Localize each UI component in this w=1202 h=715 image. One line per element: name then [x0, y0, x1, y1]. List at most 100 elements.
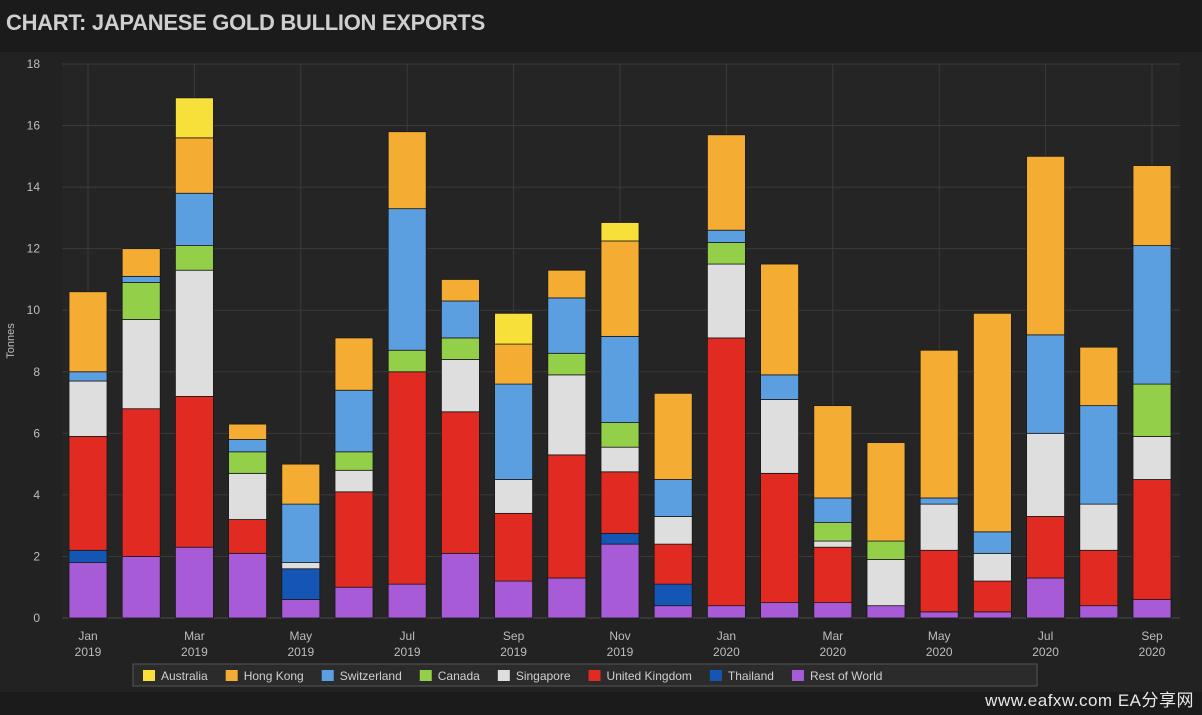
legend-swatch	[588, 670, 601, 681]
bar-segment-canada	[440, 337, 480, 360]
bar-segment-switzerland	[547, 297, 587, 354]
bar-segment-hong-kong	[1079, 346, 1119, 407]
legend-swatch	[225, 670, 238, 681]
x-tick-label-month: Nov	[609, 629, 630, 643]
bar-segment-switzerland	[919, 497, 959, 505]
x-tick-label-year: 2019	[181, 645, 208, 659]
x-tick-label-year: 2019	[500, 645, 527, 659]
bar-segment-switzerland	[600, 335, 640, 423]
bar-segment-singapore	[68, 380, 108, 437]
bar-segment-singapore	[1132, 436, 1172, 480]
bar-segment-hong-kong	[866, 442, 906, 542]
x-tick-label-year: 2020	[1139, 645, 1166, 659]
x-tick-label-month: Sep	[1141, 629, 1163, 643]
bar-segment-rest-of-world	[866, 605, 906, 619]
x-tick-label-year: 2019	[394, 645, 421, 659]
x-tick-label-year: 2019	[287, 645, 314, 659]
bar-segment-singapore	[813, 540, 853, 548]
bar-segment-hong-kong	[440, 279, 480, 302]
bar-segment-rest-of-world	[919, 611, 959, 619]
x-tick-label-month: May	[289, 629, 312, 643]
bar-segment-rest-of-world	[281, 599, 321, 619]
bar-segment-singapore	[1026, 432, 1065, 517]
x-tick-label-month: Sep	[503, 629, 525, 643]
bar-segment-rest-of-world	[600, 543, 640, 619]
bar-segment-singapore	[707, 263, 746, 339]
watermark: www.eafxw.com EA分享网	[985, 691, 1194, 710]
bar-segment-united-kingdom	[547, 454, 587, 579]
bar-segment-singapore	[600, 446, 640, 473]
x-tick-label-month: May	[928, 629, 951, 643]
bar-segment-hong-kong	[813, 405, 853, 499]
bar-segment-canada	[813, 522, 853, 542]
x-tick-label-month: Jan	[717, 629, 736, 643]
bar-segment-rest-of-world	[1026, 577, 1065, 619]
bar-segment-united-kingdom	[121, 408, 161, 557]
bar-segment-rest-of-world	[760, 602, 799, 619]
bar-segment-rest-of-world	[334, 586, 374, 619]
bar-segment-switzerland	[1026, 334, 1065, 434]
bar-segment-rest-of-world	[813, 602, 853, 619]
y-tick-label: 18	[27, 57, 41, 71]
bar-segment-united-kingdom	[228, 519, 268, 554]
legend-label: Thailand	[728, 669, 774, 683]
bar-segment-united-kingdom	[707, 337, 746, 607]
bar-segment-singapore	[866, 559, 906, 607]
bar-segment-singapore	[547, 374, 587, 456]
bar-segment-australia	[494, 312, 534, 345]
bar-segment-rest-of-world	[494, 580, 534, 619]
x-tick-label-year: 2020	[819, 645, 846, 659]
x-tick-label-month: Mar	[822, 629, 843, 643]
bar-segment-singapore	[653, 516, 693, 545]
x-tick-label-year: 2019	[75, 645, 102, 659]
x-tick-label-month: Jul	[400, 629, 415, 643]
bar-segment-hong-kong	[68, 291, 108, 373]
bar-segment-singapore	[228, 472, 268, 520]
bar-segment-canada	[387, 349, 427, 373]
legend-label: Australia	[161, 669, 208, 683]
legend-swatch	[709, 670, 722, 681]
bar-segment-rest-of-world	[707, 605, 746, 619]
bar-segment-switzerland	[494, 383, 534, 480]
bar-segment-switzerland	[440, 300, 480, 339]
bar-segment-rest-of-world	[1079, 605, 1119, 619]
legend-label: Rest of World	[810, 669, 882, 683]
bar-segment-canada	[866, 540, 906, 560]
legend-label: Switzerland	[340, 669, 402, 683]
bar-segment-hong-kong	[973, 312, 1012, 533]
bar-segment-singapore	[121, 319, 161, 410]
bar-segment-singapore	[281, 562, 321, 570]
bar-segment-singapore	[174, 269, 214, 397]
bar-segment-united-kingdom	[1132, 479, 1172, 600]
legend-swatch	[791, 670, 804, 681]
bar-segment-switzerland	[813, 497, 853, 523]
y-tick-label: 14	[27, 180, 41, 194]
bar-segment-canada	[600, 422, 640, 448]
bar-segment-singapore	[334, 469, 374, 493]
bar-segment-thailand	[281, 568, 321, 600]
bar-segment-rest-of-world	[174, 546, 214, 619]
bar-segment-thailand	[653, 583, 693, 607]
bar-segment-hong-kong	[121, 248, 161, 277]
legend-label: Singapore	[516, 669, 571, 683]
bar-segment-hong-kong	[174, 137, 214, 194]
bar-segment-singapore	[973, 552, 1012, 582]
bar-segment-hong-kong	[1132, 165, 1172, 246]
bar-segment-switzerland	[973, 531, 1012, 554]
bar-segment-united-kingdom	[387, 371, 427, 585]
x-tick-label-month: Jan	[78, 629, 97, 643]
legend-label: Hong Kong	[244, 669, 304, 683]
bar-segment-hong-kong	[228, 423, 268, 440]
bar-segment-united-kingdom	[334, 491, 374, 588]
bar-segment-switzerland	[1132, 245, 1172, 385]
bar-segment-australia	[600, 222, 640, 242]
bar-segment-united-kingdom	[174, 395, 214, 548]
bar-segment-united-kingdom	[440, 411, 480, 554]
y-axis-label: Tonnes	[5, 323, 17, 359]
legend-swatch	[143, 670, 155, 681]
bar-segment-canada	[1132, 383, 1172, 437]
bar-segment-canada	[547, 352, 587, 376]
bar-segment-hong-kong	[494, 343, 534, 385]
bar-segment-hong-kong	[760, 263, 799, 376]
bar-segment-rest-of-world	[68, 562, 108, 619]
